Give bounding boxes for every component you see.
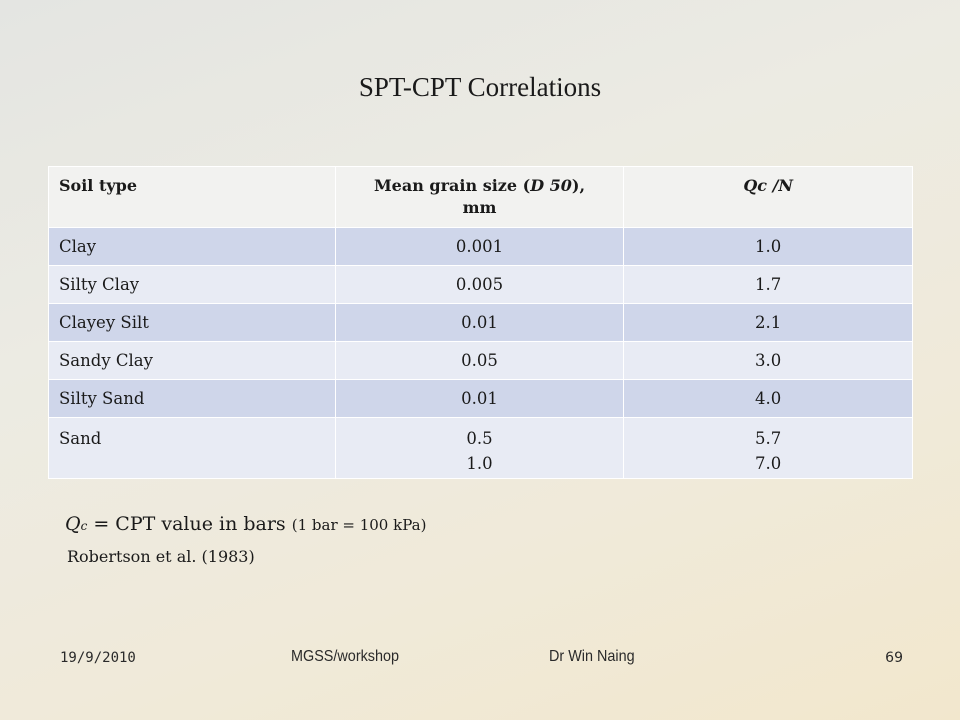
slide-title: SPT-CPT Correlations (358, 72, 602, 102)
cell-soil-type: Clayey Silt (48, 303, 336, 342)
cell-ratio: 3.0 (623, 341, 913, 380)
cell-ratio: 2.1 (623, 303, 913, 342)
reference-citation: Robertson et al. (1983) (67, 547, 255, 566)
cell-grain-size: 0.005 (334, 265, 625, 304)
correlation-table: Soil type Mean grain size (D 50), mm Qc … (48, 166, 913, 479)
grain-size-value: 0.005 (455, 275, 504, 294)
ratio-value: 7.0 (755, 454, 782, 473)
grain-size-value: 0.001 (455, 237, 504, 256)
qc-symbol: Q (65, 513, 81, 535)
header-grain-size-prefix: Mean grain size ( (373, 176, 531, 195)
cell-grain-size: 0.01 (334, 303, 625, 342)
table-row: Clayey Silt 0.01 2.1 (48, 303, 913, 342)
grain-size-value: 0.05 (461, 351, 498, 370)
qc-text: = CPT value in bars (87, 513, 292, 535)
ratio-value: 1.7 (755, 275, 782, 294)
cell-grain-size: 0.001 (334, 227, 625, 266)
cell-ratio: 5.7 7.0 (623, 417, 913, 479)
grain-size-value: 1.0 (466, 454, 493, 473)
footer-page-number: 69 (885, 650, 903, 666)
cell-soil-type: Sand (48, 417, 336, 479)
cell-ratio: 1.7 (623, 265, 913, 304)
header-ratio: Qc /N (623, 166, 913, 228)
table-header-row: Soil type Mean grain size (D 50), mm Qc … (48, 166, 913, 228)
header-grain-size: Mean grain size (D 50), mm (334, 166, 625, 228)
table-row: Sand 0.5 1.0 5.7 7.0 (48, 417, 913, 479)
cell-soil-type: Clay (48, 227, 336, 266)
qc-subscript: c (80, 519, 88, 533)
table-body: Clay 0.001 1.0 Silty Clay 0.005 1.7 Clayey Sil… (48, 227, 913, 479)
cell-ratio: 4.0 (623, 379, 913, 418)
grain-size-value: 0.01 (461, 313, 498, 332)
footer-workshop: MGSS/workshop (291, 648, 400, 665)
ratio-value: 5.7 (755, 429, 782, 448)
footer-date: 19/9/2010 (60, 650, 136, 666)
qc-unit-note: (1 bar = 100 kPa) (291, 516, 427, 534)
cell-ratio: 1.0 (623, 227, 913, 266)
table-row: Sandy Clay 0.05 3.0 (48, 341, 913, 380)
header-grain-size-symbol: D 50 (530, 176, 572, 195)
table-row: Silty Clay 0.005 1.7 (48, 265, 913, 304)
ratio-value: 4.0 (755, 389, 782, 408)
header-soil-type: Soil type (48, 166, 336, 228)
cell-soil-type: Sandy Clay (48, 341, 336, 380)
qc-definition: Qc = CPT value in bars (1 bar = 100 kPa) (65, 513, 426, 535)
cell-soil-type: Silty Clay (48, 265, 336, 304)
table-row: Silty Sand 0.01 4.0 (48, 379, 913, 418)
grain-size-value: 0.01 (461, 389, 498, 408)
table-row: Clay 0.001 1.0 (48, 227, 913, 266)
grain-size-value: 0.5 (466, 429, 493, 448)
header-grain-size-suffix: ), (571, 176, 586, 195)
header-grain-size-unit: mm (462, 198, 497, 217)
ratio-value: 3.0 (755, 351, 782, 370)
cell-soil-type: Silty Sand (48, 379, 336, 418)
ratio-value: 1.0 (755, 237, 782, 256)
cell-grain-size: 0.05 (334, 341, 625, 380)
cell-grain-size: 0.01 (334, 379, 625, 418)
cell-grain-size: 0.5 1.0 (334, 417, 625, 479)
ratio-value: 2.1 (755, 313, 782, 332)
footer-author: Dr Win Naing (549, 648, 635, 665)
